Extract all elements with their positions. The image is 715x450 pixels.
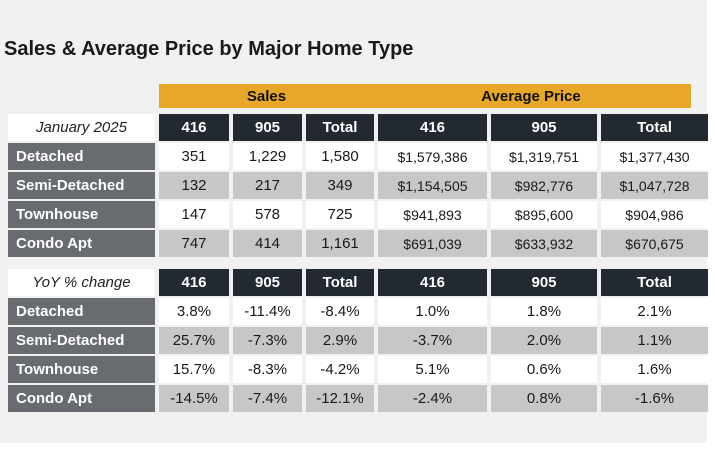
yoy-change-table: YoY % change 416 905 Total 416 905 Total… <box>8 269 708 412</box>
report-panel: Sales & Average Price by Major Home Type… <box>0 0 708 443</box>
table-cell: -8.4% <box>306 298 374 325</box>
table-cell: 25.7% <box>159 327 229 354</box>
table-cell: 1.1% <box>601 327 708 354</box>
table-cell: -7.4% <box>233 385 302 412</box>
table-cell: $1,047,728 <box>601 172 708 199</box>
table-cell: 1.8% <box>491 298 597 325</box>
row-label-semi-detached: Semi-Detached <box>8 172 155 199</box>
table-cell: $1,377,430 <box>601 143 708 170</box>
table-cell: 747 <box>159 230 229 257</box>
sales-price-table: January 2025 416 905 Total 416 905 Total… <box>8 114 708 257</box>
row-label-detached: Detached <box>8 298 155 325</box>
column-header-sales-total: Total <box>306 269 374 296</box>
table-cell: 132 <box>159 172 229 199</box>
table-cell: $895,600 <box>491 201 597 228</box>
column-header-sales-416: 416 <box>159 114 229 141</box>
column-header-sales-total: Total <box>306 114 374 141</box>
group-header-average-price: Average Price <box>371 84 691 108</box>
table-cell: -3.7% <box>378 327 487 354</box>
table-cell: 725 <box>306 201 374 228</box>
table-cell: 2.9% <box>306 327 374 354</box>
table-cell: $1,579,386 <box>378 143 487 170</box>
column-header-price-905: 905 <box>491 114 597 141</box>
table-cell: -4.2% <box>306 356 374 383</box>
table-cell: 2.1% <box>601 298 708 325</box>
row-label-semi-detached: Semi-Detached <box>8 327 155 354</box>
table-cell: -8.3% <box>233 356 302 383</box>
table-cell: 349 <box>306 172 374 199</box>
table-cell: 351 <box>159 143 229 170</box>
column-header-price-416: 416 <box>378 114 487 141</box>
table-cell: 3.8% <box>159 298 229 325</box>
table-cell: $691,039 <box>378 230 487 257</box>
table-cell: 2.0% <box>491 327 597 354</box>
table-cell: 1,580 <box>306 143 374 170</box>
column-header-price-total: Total <box>601 114 708 141</box>
table-cell: $670,675 <box>601 230 708 257</box>
table-cell: 217 <box>233 172 302 199</box>
group-header-sales: Sales <box>159 84 374 108</box>
table-cell: $1,319,751 <box>491 143 597 170</box>
table-corner-label: January 2025 <box>8 114 155 141</box>
column-header-sales-905: 905 <box>233 114 302 141</box>
table-cell: -7.3% <box>233 327 302 354</box>
table-cell: 1.0% <box>378 298 487 325</box>
page-title: Sales & Average Price by Major Home Type <box>4 38 414 60</box>
table-corner-label: YoY % change <box>8 269 155 296</box>
table-cell: 1,229 <box>233 143 302 170</box>
row-label-detached: Detached <box>8 143 155 170</box>
table-cell: -2.4% <box>378 385 487 412</box>
table-cell: $941,893 <box>378 201 487 228</box>
table-cell: -11.4% <box>233 298 302 325</box>
column-header-sales-905: 905 <box>233 269 302 296</box>
table-cell: -12.1% <box>306 385 374 412</box>
row-label-condo-apt: Condo Apt <box>8 385 155 412</box>
table-cell: 15.7% <box>159 356 229 383</box>
column-header-sales-416: 416 <box>159 269 229 296</box>
table-cell: -1.6% <box>601 385 708 412</box>
row-label-condo-apt: Condo Apt <box>8 230 155 257</box>
table-cell: 0.8% <box>491 385 597 412</box>
table-cell: 1,161 <box>306 230 374 257</box>
table-cell: 1.6% <box>601 356 708 383</box>
table-cell: $1,154,505 <box>378 172 487 199</box>
column-header-price-total: Total <box>601 269 708 296</box>
row-label-townhouse: Townhouse <box>8 201 155 228</box>
table-cell: 147 <box>159 201 229 228</box>
table-cell: 414 <box>233 230 302 257</box>
table-cell: 578 <box>233 201 302 228</box>
table-cell: $982,776 <box>491 172 597 199</box>
column-header-price-416: 416 <box>378 269 487 296</box>
table-cell: 0.6% <box>491 356 597 383</box>
row-label-townhouse: Townhouse <box>8 356 155 383</box>
table-cell: $904,986 <box>601 201 708 228</box>
column-header-price-905: 905 <box>491 269 597 296</box>
table-cell: $633,932 <box>491 230 597 257</box>
table-cell: -14.5% <box>159 385 229 412</box>
table-cell: 5.1% <box>378 356 487 383</box>
